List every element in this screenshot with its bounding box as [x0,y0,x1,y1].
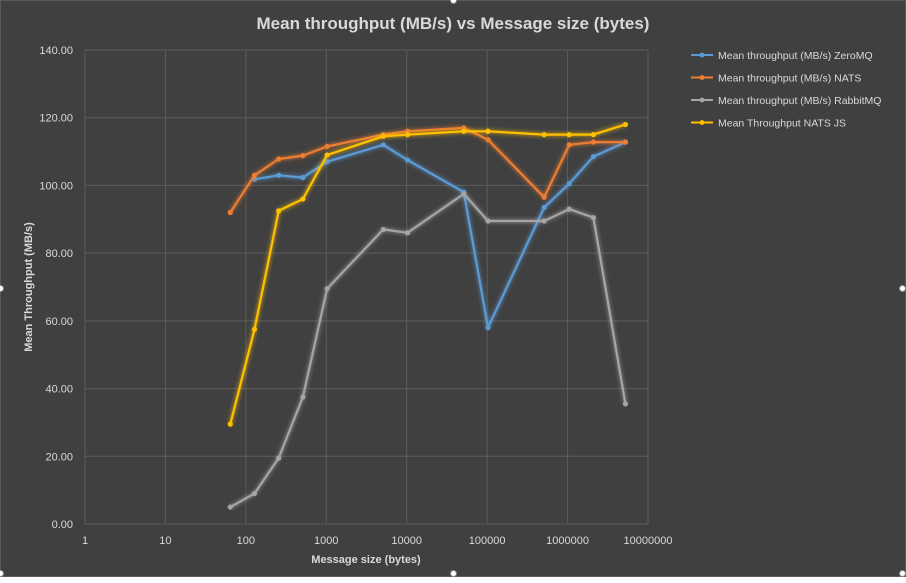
data-point[interactable] [251,490,258,497]
data-point[interactable] [404,230,411,236]
series-line [254,141,626,329]
y-axis-title: Mean Throughput (MB/s) [23,222,35,352]
y-tick-label: 60.00 [45,316,73,328]
data-point[interactable] [485,218,491,224]
x-tick-label: 100000 [469,535,506,547]
legend-swatch-marker [699,75,705,80]
series-group [227,121,629,427]
data-point[interactable] [300,394,306,400]
data-point[interactable] [485,128,491,134]
legend-swatch-marker [699,120,705,125]
y-tick-label: 100.00 [39,180,73,192]
data-point[interactable] [461,191,467,197]
data-point[interactable] [590,154,597,160]
data-point[interactable] [227,421,233,427]
data-point[interactable] [380,226,386,233]
data-point[interactable] [461,128,467,134]
y-tick-label: 120.00 [39,113,73,125]
legend-label: Mean Throughput NATS JS [718,118,846,130]
resize-handle-bottom-right[interactable] [899,570,906,577]
data-point[interactable] [566,181,572,187]
data-point[interactable] [590,139,597,145]
data-point[interactable] [324,159,330,165]
data-point[interactable] [541,204,547,211]
x-tick-label: 10000000 [624,535,673,547]
data-point[interactable] [251,172,258,178]
legend-item[interactable]: Mean Throughput NATS JS [691,118,846,130]
data-point[interactable] [380,142,386,148]
data-point[interactable] [324,286,330,292]
gridlines [84,49,649,525]
series-line [229,192,627,509]
x-axis-title: Message size (bytes) [311,554,421,566]
resize-handle-top[interactable] [450,0,457,4]
data-point[interactable] [227,209,233,216]
series-group [251,139,629,331]
x-tick-label: 1 [82,535,88,547]
data-point[interactable] [590,214,597,221]
data-point[interactable] [324,152,330,158]
data-point[interactable] [590,132,597,138]
x-tick-label: 1000 [314,535,338,547]
y-tick-label: 40.00 [45,384,73,396]
series-group [227,191,629,510]
legend-item[interactable]: Mean throughput (MB/s) RabbitMQ [691,95,881,107]
data-point[interactable] [485,325,491,331]
legend: Mean throughput (MB/s) ZeroMQ Mean throug… [691,50,881,130]
legend-swatch-marker [699,52,705,58]
y-tick-label: 140.00 [39,45,73,57]
x-tick-label: 10 [159,535,171,547]
data-point[interactable] [622,401,629,407]
x-tick-label: 1000000 [546,535,589,547]
series-line [229,123,626,425]
axes: 0.00 20.00 40.00 60.00 80.00 100.00 120.00 140.… [39,45,672,547]
data-point[interactable] [541,132,547,138]
data-point[interactable] [622,139,629,145]
data-point[interactable] [485,137,491,143]
x-tick-label: 100 [237,535,255,547]
legend-item[interactable]: Mean throughput (MB/s) ZeroMQ [691,50,873,62]
data-point[interactable] [276,156,282,162]
y-tick-label: 0.00 [52,519,73,531]
data-point[interactable] [276,455,282,461]
data-point[interactable] [404,132,411,138]
resize-handle-bottom[interactable] [450,570,457,577]
resize-handle-right[interactable] [899,285,906,292]
data-point[interactable] [541,218,547,224]
data-point[interactable] [541,194,547,200]
data-point[interactable] [566,142,572,148]
x-tick-label: 10000 [391,535,422,547]
data-point[interactable] [251,326,258,332]
legend-label: Mean throughput (MB/s) RabbitMQ [718,95,881,107]
resize-handle-left[interactable] [0,285,4,292]
data-point[interactable] [300,153,306,159]
series-line [229,126,626,214]
legend-item[interactable]: Mean throughput (MB/s) NATS [691,73,861,85]
data-point[interactable] [276,172,282,178]
legend-label: Mean throughput (MB/s) NATS [718,73,861,85]
data-point[interactable] [404,157,411,163]
y-tick-label: 20.00 [45,451,73,463]
data-point[interactable] [300,175,306,181]
legend-swatch-marker [699,97,705,103]
chart-title: Mean throughput (MB/s) vs Message size (… [257,14,650,33]
legend-label: Mean throughput (MB/s) ZeroMQ [718,50,873,62]
data-point[interactable] [380,133,386,139]
data-point[interactable] [566,206,572,212]
data-point[interactable] [566,132,572,138]
data-point[interactable] [300,196,306,202]
data-point[interactable] [276,208,282,214]
data-point[interactable] [324,143,330,150]
plot-series [227,121,629,510]
y-tick-label: 80.00 [45,248,73,260]
data-point[interactable] [227,504,233,510]
data-point[interactable] [622,121,629,128]
